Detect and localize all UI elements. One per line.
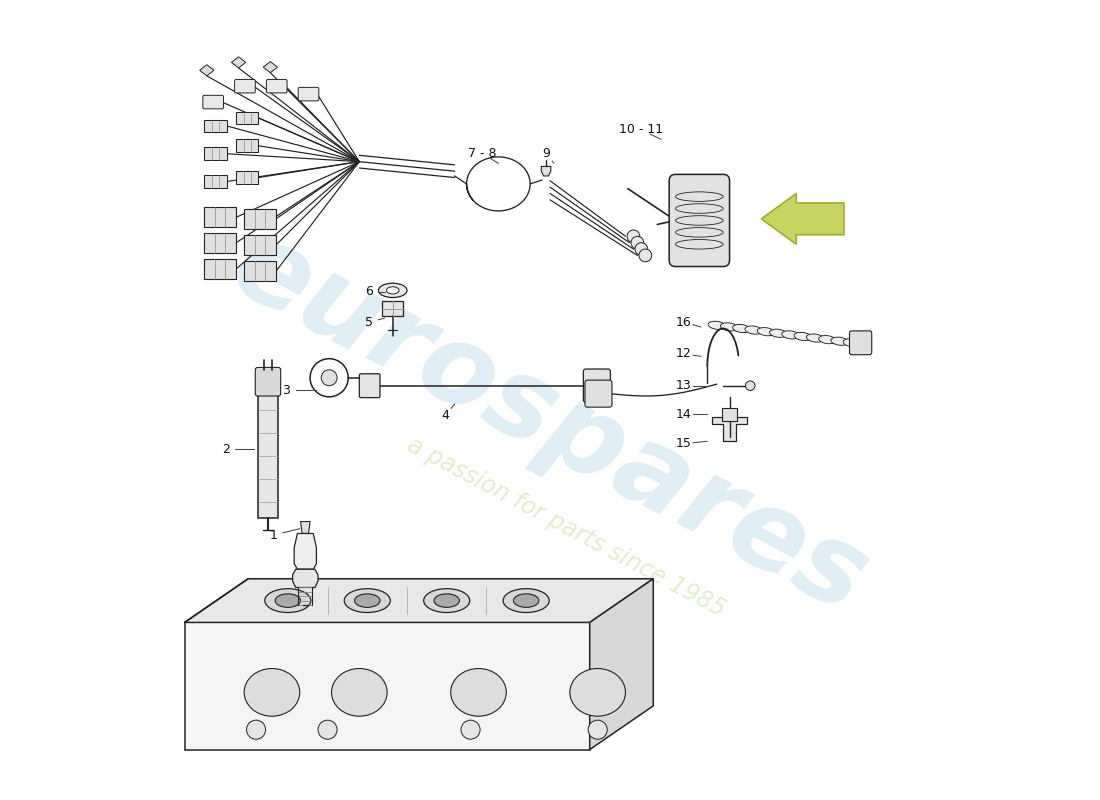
Text: 3: 3 xyxy=(283,384,290,397)
Ellipse shape xyxy=(806,334,824,342)
Ellipse shape xyxy=(745,326,762,334)
FancyBboxPatch shape xyxy=(205,259,236,279)
Ellipse shape xyxy=(354,594,379,607)
Polygon shape xyxy=(761,194,844,244)
Ellipse shape xyxy=(503,589,549,613)
Circle shape xyxy=(627,230,640,242)
Ellipse shape xyxy=(818,335,836,344)
Text: 14: 14 xyxy=(675,408,691,421)
Ellipse shape xyxy=(275,594,300,607)
Ellipse shape xyxy=(782,330,800,339)
FancyBboxPatch shape xyxy=(205,233,236,253)
FancyBboxPatch shape xyxy=(205,175,227,188)
Polygon shape xyxy=(541,166,551,176)
Text: 12: 12 xyxy=(675,347,691,361)
Polygon shape xyxy=(300,522,310,534)
FancyBboxPatch shape xyxy=(205,207,236,227)
Text: 5: 5 xyxy=(365,316,373,329)
Ellipse shape xyxy=(570,669,626,716)
Circle shape xyxy=(588,720,607,739)
FancyBboxPatch shape xyxy=(244,262,276,282)
Polygon shape xyxy=(200,65,214,76)
FancyBboxPatch shape xyxy=(234,79,255,93)
FancyBboxPatch shape xyxy=(849,331,872,354)
Circle shape xyxy=(635,242,648,255)
Ellipse shape xyxy=(770,329,786,338)
Circle shape xyxy=(639,249,651,262)
Ellipse shape xyxy=(331,669,387,716)
Ellipse shape xyxy=(720,323,738,331)
Polygon shape xyxy=(590,578,653,750)
Polygon shape xyxy=(231,57,245,68)
Ellipse shape xyxy=(733,325,750,333)
FancyBboxPatch shape xyxy=(669,174,729,266)
Polygon shape xyxy=(185,622,590,750)
Text: 7 - 8: 7 - 8 xyxy=(469,147,497,160)
Text: 16: 16 xyxy=(675,316,691,329)
Circle shape xyxy=(631,236,644,249)
Text: eurospares: eurospares xyxy=(214,212,886,636)
Circle shape xyxy=(461,720,480,739)
FancyBboxPatch shape xyxy=(583,369,610,402)
Circle shape xyxy=(318,720,337,739)
Ellipse shape xyxy=(244,669,299,716)
Ellipse shape xyxy=(844,338,860,347)
Polygon shape xyxy=(185,578,653,622)
FancyBboxPatch shape xyxy=(205,147,227,160)
FancyBboxPatch shape xyxy=(236,112,258,124)
Ellipse shape xyxy=(386,286,399,294)
Ellipse shape xyxy=(757,327,774,336)
Ellipse shape xyxy=(514,594,539,607)
Polygon shape xyxy=(712,418,747,442)
Ellipse shape xyxy=(344,589,390,613)
Circle shape xyxy=(310,358,349,397)
Ellipse shape xyxy=(794,332,812,341)
Polygon shape xyxy=(294,534,317,570)
Text: 1: 1 xyxy=(270,529,277,542)
Ellipse shape xyxy=(708,322,726,330)
Text: 9: 9 xyxy=(542,147,550,160)
FancyBboxPatch shape xyxy=(266,79,287,93)
FancyBboxPatch shape xyxy=(383,302,403,316)
FancyBboxPatch shape xyxy=(257,394,278,518)
Ellipse shape xyxy=(451,669,506,716)
Text: 10 - 11: 10 - 11 xyxy=(619,123,663,136)
Ellipse shape xyxy=(378,283,407,298)
FancyBboxPatch shape xyxy=(360,374,379,398)
Text: a passion for parts since 1985: a passion for parts since 1985 xyxy=(403,433,729,622)
FancyBboxPatch shape xyxy=(236,139,258,152)
FancyBboxPatch shape xyxy=(236,171,258,184)
Circle shape xyxy=(746,381,755,390)
Text: 6: 6 xyxy=(365,286,373,298)
Polygon shape xyxy=(293,570,318,587)
FancyBboxPatch shape xyxy=(585,380,612,407)
FancyBboxPatch shape xyxy=(255,367,280,396)
FancyBboxPatch shape xyxy=(298,87,319,101)
Circle shape xyxy=(246,720,265,739)
Text: 13: 13 xyxy=(675,379,691,392)
FancyBboxPatch shape xyxy=(244,209,276,229)
Ellipse shape xyxy=(434,594,460,607)
Ellipse shape xyxy=(424,589,470,613)
Ellipse shape xyxy=(265,589,311,613)
Text: 4: 4 xyxy=(441,410,449,422)
FancyBboxPatch shape xyxy=(205,119,227,132)
FancyBboxPatch shape xyxy=(722,408,737,421)
Polygon shape xyxy=(263,62,277,73)
Ellipse shape xyxy=(830,337,848,346)
Circle shape xyxy=(321,370,337,386)
Text: 15: 15 xyxy=(675,437,692,450)
FancyBboxPatch shape xyxy=(244,235,276,255)
FancyBboxPatch shape xyxy=(202,95,223,109)
Text: 2: 2 xyxy=(222,442,230,456)
